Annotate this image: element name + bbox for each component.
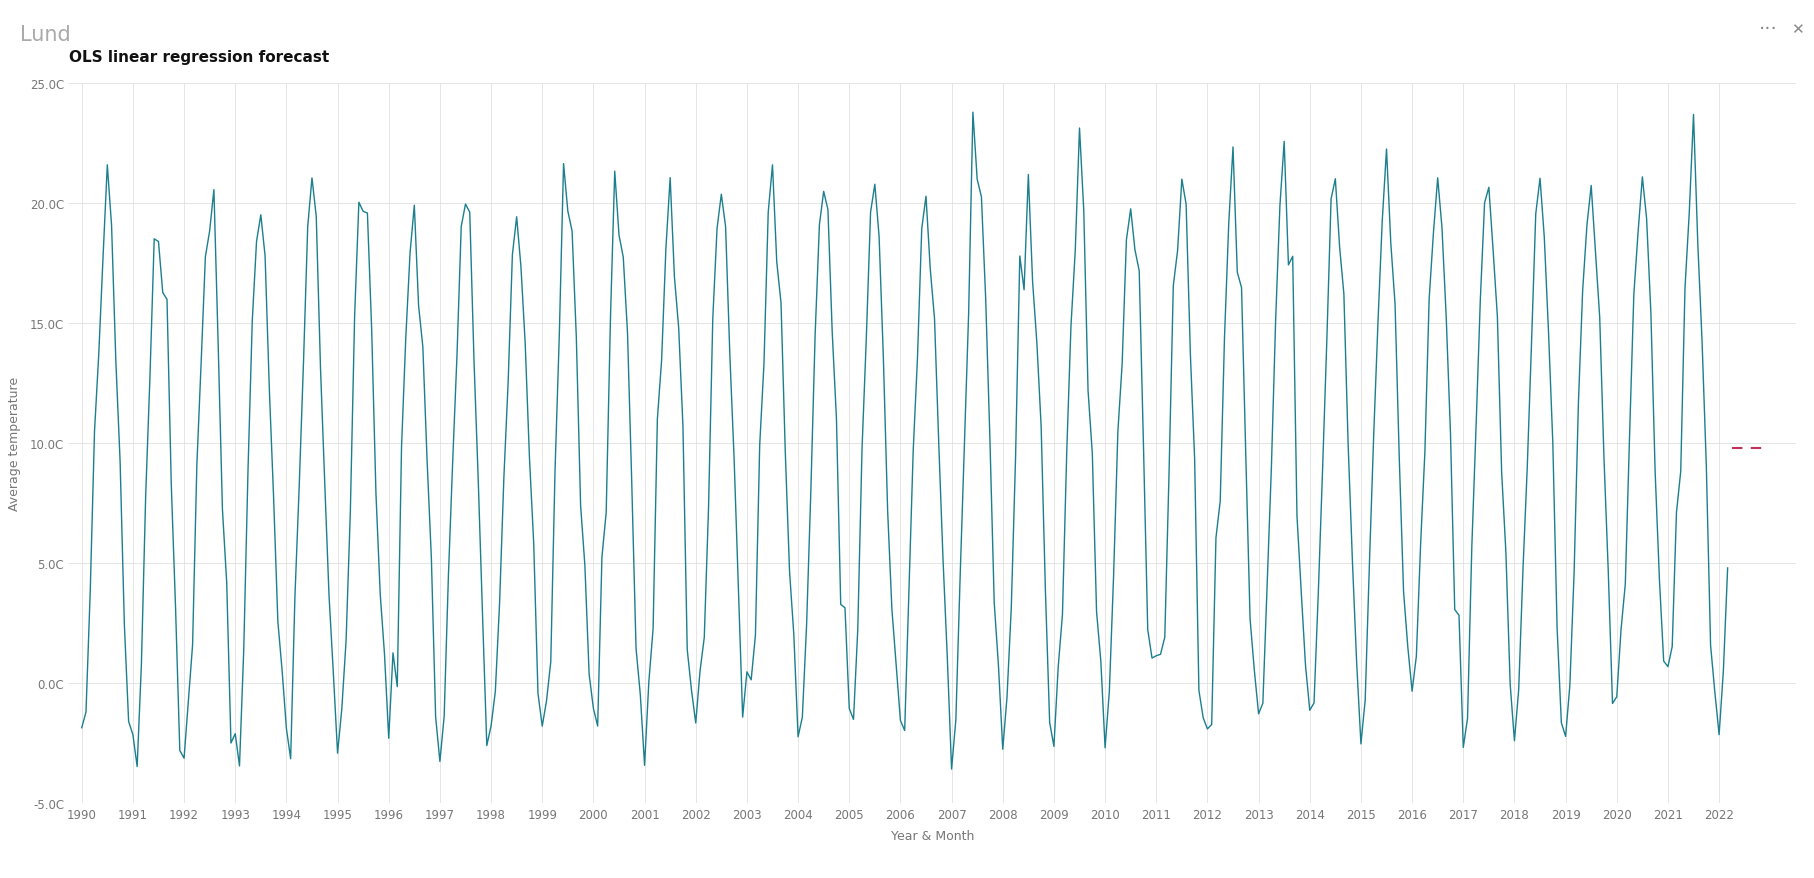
Text: ✕: ✕ [1790,22,1805,38]
Text: ···: ··· [1760,20,1778,40]
Text: OLS linear regression forecast: OLS linear regression forecast [69,50,328,66]
X-axis label: Year & Month: Year & Month [891,830,974,843]
Y-axis label: Average temperature: Average temperature [9,377,22,510]
Text: Lund: Lund [20,25,71,45]
